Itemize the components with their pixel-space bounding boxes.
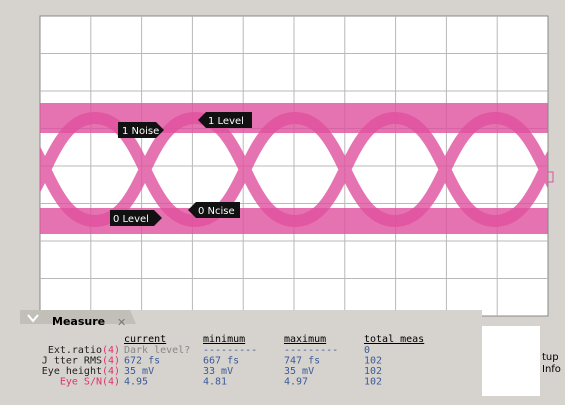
column-header: minimum [203,334,245,345]
cell: 747 fs [284,356,320,367]
row-label: Ext.ratio [48,345,102,356]
cell: 35 mV [124,366,154,377]
cell: 667 fs [203,356,239,367]
cell: 102 [364,377,382,388]
row-label: Eye height [42,366,102,377]
row-label: Eye S/N [60,377,102,388]
row-channel: (4) [102,356,120,367]
tag-label: 0 Ncise [198,206,235,217]
tag-label: 0 Level [113,214,149,225]
cell: 102 [364,366,382,377]
cell: 102 [364,356,382,367]
cell: 4.81 [203,377,227,388]
cell: 0 [364,345,370,356]
measure-table: current minimum maximum total meas Ext.ratio… [42,334,424,388]
cell: 4.95 [124,377,148,388]
row-channel: (4) [102,345,120,356]
cell: 35 mV [284,366,314,377]
tag-label: 1 Noise [122,126,159,137]
grid [40,16,548,316]
cell: 33 mV [203,366,233,377]
cell: 672 fs [124,356,160,367]
column-header: maximum [284,334,326,345]
tag-label: 1 Level [208,116,244,127]
panel-title: Measure [52,315,105,328]
button-label[interactable]: tup [542,352,559,363]
column-header: total meas [364,334,424,345]
cell: 4.97 [284,377,308,388]
row-channel: (4) [102,366,120,377]
cell: --------- [203,345,257,356]
level-marker [548,171,554,183]
button-label[interactable]: Info [542,364,561,375]
cell: --------- [284,345,338,356]
row-channel: (4) [102,377,120,388]
close-button[interactable]: ✕ [117,316,126,329]
cell: Dark level? [124,345,190,356]
measure-panel [20,310,482,405]
row-label: J tter RMS [42,356,102,367]
info-box [482,326,540,396]
column-header: current [124,334,166,345]
marker-tags: 1 Noise 1 Level 0 Level 0 Ncise [110,112,252,226]
collapse-button[interactable] [27,314,39,323]
